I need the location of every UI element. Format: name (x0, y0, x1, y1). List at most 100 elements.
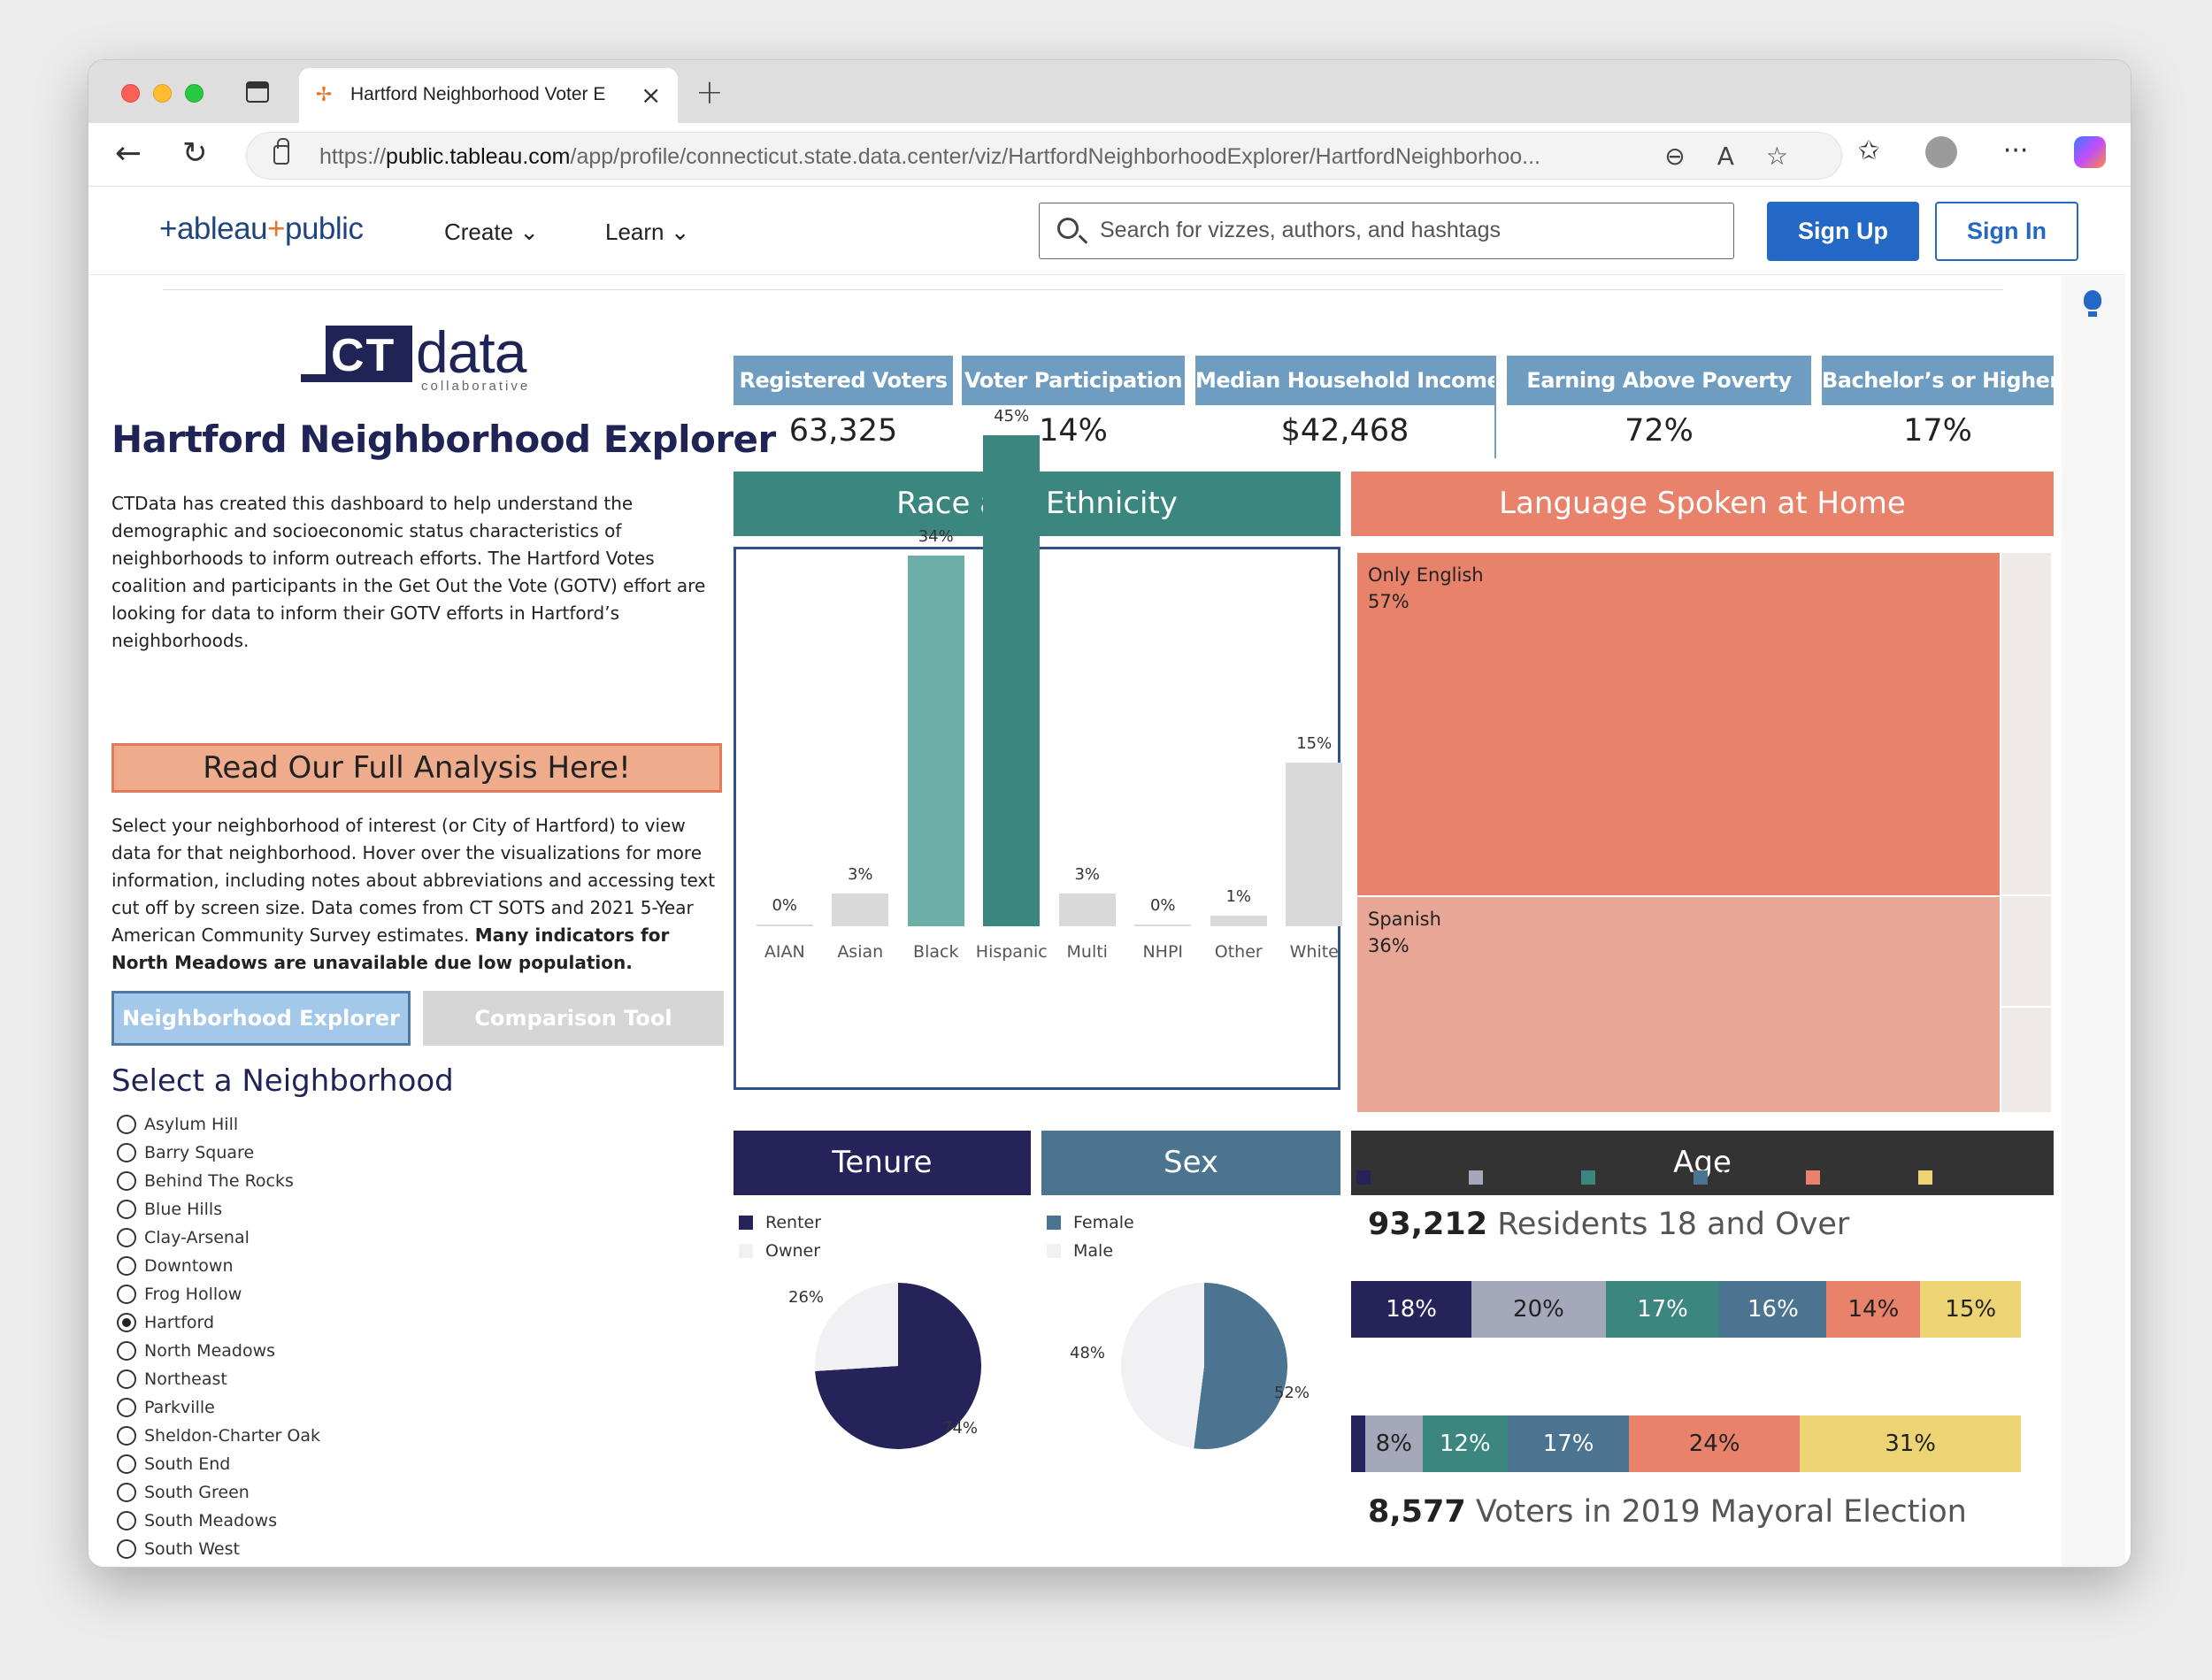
age-segment[interactable]: 31% (1800, 1415, 2021, 1472)
back-arrow-icon[interactable]: ← (115, 135, 142, 172)
radio-button[interactable] (117, 1539, 136, 1559)
neighborhood-option[interactable]: Upper Albany (117, 1563, 559, 1565)
neighborhood-label: Behind The Rocks (144, 1171, 294, 1191)
radio-button[interactable] (117, 1200, 136, 1219)
radio-button[interactable] (117, 1369, 136, 1389)
radio-button[interactable] (117, 1341, 136, 1361)
age-segment[interactable]: 17% (1605, 1281, 1720, 1338)
radio-button[interactable] (117, 1285, 136, 1304)
new-tab-button[interactable]: + (695, 73, 724, 111)
url-text[interactable]: https://public.tableau.com/app/profile/c… (319, 144, 1540, 169)
sign-in-button[interactable]: Sign In (1935, 202, 2078, 261)
neighborhood-option[interactable]: Barry Square (117, 1139, 559, 1167)
neighborhood-option[interactable]: South End (117, 1450, 559, 1478)
radio-button[interactable] (117, 1454, 136, 1474)
language-pct: 57% (1368, 591, 1409, 612)
age-segment[interactable]: 15% (1920, 1281, 2021, 1338)
profile-avatar[interactable] (1925, 135, 1958, 168)
neighborhood-option[interactable]: Behind The Rocks (117, 1167, 559, 1195)
neighborhood-option[interactable]: Frog Hollow (117, 1280, 559, 1308)
race-bar[interactable] (1058, 894, 1116, 926)
neighborhood-explorer-button[interactable]: Neighborhood Explorer (111, 991, 411, 1046)
sign-up-button[interactable]: Sign Up (1767, 202, 1919, 261)
race-bar[interactable] (1210, 915, 1267, 926)
read-analysis-button[interactable]: Read Our Full Analysis Here! (111, 743, 722, 793)
neighborhood-option[interactable]: Clay-Arsenal (117, 1224, 559, 1252)
age-segment[interactable]: 24% (1629, 1415, 1801, 1472)
race-bar[interactable] (1286, 763, 1343, 926)
age-segment[interactable]: 8% (1365, 1415, 1423, 1472)
language-cell-other[interactable] (2001, 1008, 2051, 1112)
neighborhood-option[interactable]: Asylum Hill (117, 1110, 559, 1139)
age-segment[interactable]: 18% (1351, 1281, 1472, 1338)
language-cell[interactable]: Spanish 36% (1357, 896, 2000, 1112)
tableau-public-logo[interactable]: +ableau+public (159, 211, 364, 246)
age-segment[interactable] (1351, 1415, 1366, 1472)
browser-toolbar: ✩ ··· (1821, 135, 2106, 168)
race-bar[interactable] (907, 555, 964, 926)
age-segment[interactable]: 12% (1422, 1415, 1509, 1472)
language-cell-other[interactable] (2001, 896, 2051, 1006)
language-cell-label: Only English 57% (1368, 562, 1484, 615)
age-segment[interactable]: 20% (1471, 1281, 1606, 1338)
read-aloud-icon[interactable]: A (1717, 142, 1766, 171)
radio-button[interactable] (117, 1171, 136, 1191)
radio-button[interactable] (117, 1228, 136, 1247)
neighborhood-option[interactable]: Sheldon-Charter Oak (117, 1422, 559, 1450)
radio-button[interactable] (117, 1256, 136, 1276)
language-cell-other[interactable] (2001, 553, 2051, 894)
comparison-tool-button[interactable]: Comparison Tool (423, 991, 724, 1046)
maximize-window-button[interactable] (185, 84, 204, 103)
pie-label: 26% (788, 1288, 825, 1307)
reload-icon[interactable]: ↻ (182, 135, 208, 171)
neighborhood-option[interactable]: North Meadows (117, 1337, 559, 1365)
neighborhood-option[interactable]: Northeast (117, 1365, 559, 1393)
neighborhood-option[interactable]: South Green (117, 1478, 559, 1507)
radio-button[interactable] (117, 1511, 136, 1530)
age-segment[interactable]: 17% (1508, 1415, 1630, 1472)
create-menu[interactable]: Create ⌄ (444, 219, 540, 245)
lock-icon[interactable] (273, 138, 289, 165)
pie-slice[interactable] (1194, 1283, 1287, 1449)
language-cell[interactable]: Only English 57% (1357, 553, 2000, 895)
neighborhood-label: Hartford (144, 1313, 215, 1332)
tab-close-icon[interactable]: × (641, 81, 662, 110)
more-menu-icon[interactable]: ··· (2002, 135, 2029, 166)
pie-slice[interactable] (815, 1283, 981, 1449)
lightbulb-icon[interactable] (2081, 290, 2104, 320)
favorites-icon[interactable]: ✩ (1857, 135, 1880, 166)
race-bar[interactable] (1134, 924, 1192, 926)
copilot-icon[interactable] (2074, 135, 2106, 168)
neighborhood-option[interactable]: South Meadows (117, 1507, 559, 1535)
age-segment[interactable]: 14% (1826, 1281, 1921, 1338)
race-bar[interactable] (983, 435, 1041, 926)
radio-button[interactable] (117, 1115, 136, 1134)
race-bar[interactable] (756, 924, 813, 926)
browser-tab[interactable]: ✢ Hartford Neighborhood Voter E × (299, 68, 678, 123)
neighborhood-option[interactable]: South West (117, 1535, 559, 1563)
voters-count: 8,577 Voters in 2019 Mayoral Election (1368, 1494, 1967, 1530)
zoom-icon[interactable]: ⊖ (1664, 142, 1717, 171)
favorite-star-icon[interactable]: ☆ (1765, 142, 1820, 171)
radio-button[interactable] (117, 1483, 136, 1502)
neighborhood-option[interactable]: Blue Hills (117, 1195, 559, 1224)
radio-button[interactable] (117, 1426, 136, 1446)
learn-menu[interactable]: Learn ⌄ (605, 219, 690, 245)
radio-button[interactable] (117, 1398, 136, 1417)
age-segment[interactable]: 16% (1719, 1281, 1827, 1338)
race-bar[interactable] (832, 894, 889, 926)
neighborhood-option[interactable]: Parkville (117, 1393, 559, 1422)
pie-slice[interactable] (1121, 1283, 1204, 1449)
neighborhood-label: Parkville (144, 1398, 215, 1417)
race-category-label: NHPI (1142, 942, 1184, 962)
minimize-window-button[interactable] (153, 84, 172, 103)
sidebar-toggle-icon[interactable] (246, 81, 269, 103)
search-input[interactable] (1100, 203, 1719, 257)
neighborhood-option[interactable]: Hartford (117, 1308, 559, 1337)
neighborhood-option[interactable]: Downtown (117, 1252, 559, 1280)
radio-button[interactable] (117, 1313, 136, 1332)
radio-button[interactable] (117, 1143, 136, 1162)
pie-slice[interactable] (815, 1283, 898, 1371)
url-field[interactable]: https://public.tableau.com/app/profile/c… (246, 132, 1842, 180)
close-window-button[interactable] (121, 84, 140, 103)
